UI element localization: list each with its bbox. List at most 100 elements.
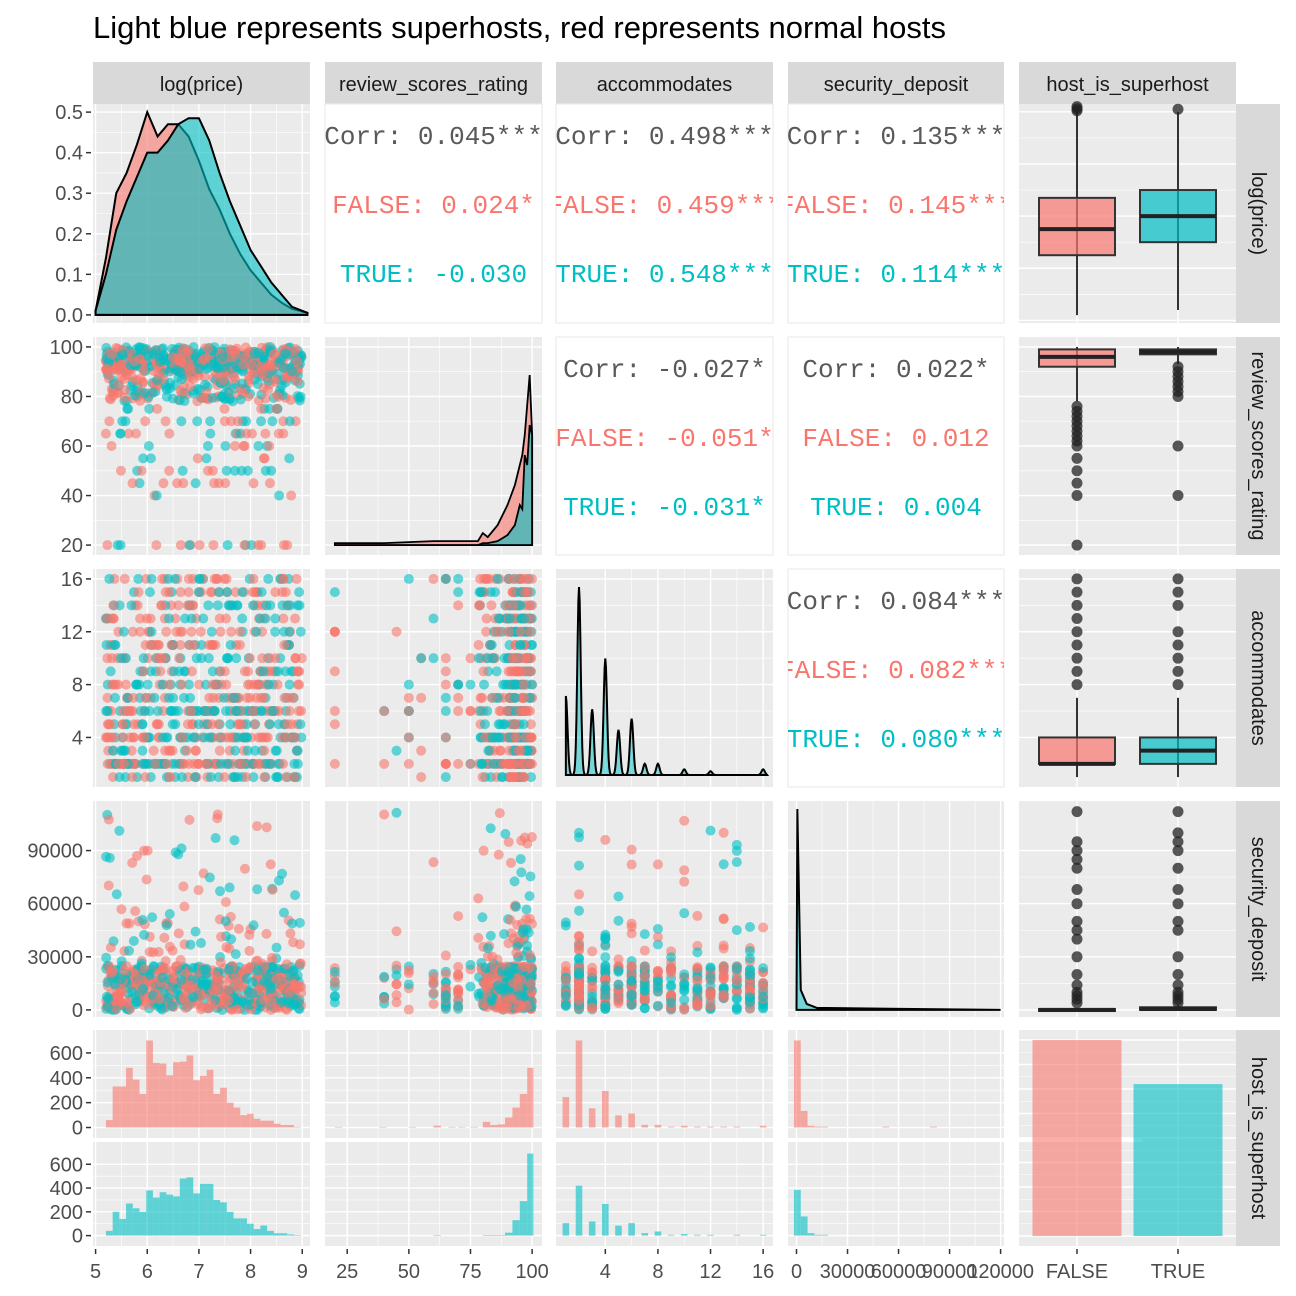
scatter-point	[453, 600, 464, 611]
scatter-point	[170, 758, 181, 769]
scatter-point	[101, 639, 112, 650]
scatter-point	[205, 416, 216, 427]
scatter-point	[137, 758, 148, 769]
y-tick-label: 600	[50, 1154, 83, 1176]
scatter-point	[294, 917, 305, 928]
scatter-point	[221, 573, 232, 584]
scatter-point	[106, 349, 117, 360]
scatter-point	[251, 626, 262, 637]
histogram-bar	[166, 1194, 174, 1236]
scatter-point	[473, 893, 484, 904]
scatter-point	[215, 957, 226, 968]
scatter-point	[626, 989, 637, 1000]
scatter-point	[259, 745, 270, 756]
scatter-point	[212, 573, 223, 584]
scatter-point	[121, 918, 132, 929]
scatter-point	[164, 909, 175, 920]
scatter-point	[127, 478, 138, 489]
scatter-point	[477, 912, 488, 923]
scatter-point	[101, 706, 112, 717]
correlation-panel	[787, 336, 1005, 556]
panel-background	[788, 801, 1004, 1017]
scatter-point	[477, 998, 488, 1009]
scatter-point	[428, 653, 439, 664]
scatter-point	[284, 987, 295, 998]
scatter-point	[284, 453, 295, 464]
column-strip	[93, 62, 310, 104]
histogram-bar	[132, 1208, 140, 1236]
histogram-bar	[654, 1124, 662, 1128]
histogram-bar	[260, 1120, 268, 1128]
scatter-point	[166, 639, 177, 650]
histogram-bar	[470, 1126, 478, 1128]
scatter-point	[525, 626, 536, 637]
scatter-point	[600, 980, 611, 991]
scatter-point	[511, 947, 522, 958]
scatter-point	[600, 989, 611, 1000]
outlier-point	[1071, 915, 1083, 927]
scatter-point	[515, 706, 526, 717]
histogram-bar	[602, 1090, 609, 1128]
scatter-point	[560, 1001, 571, 1012]
scatter-point	[485, 823, 496, 834]
scatter-point	[245, 692, 256, 703]
scatter-point	[296, 653, 307, 664]
scatter-point	[119, 392, 130, 403]
correlation-text-group: Corr: 0.022* FALSE: 0.012 TRUE: 0.004	[802, 355, 989, 523]
scatter-point	[273, 428, 284, 439]
histogram-bar	[233, 1218, 241, 1236]
scatter-point	[639, 994, 650, 1005]
scatter-point	[145, 666, 156, 677]
scatter-point	[164, 613, 175, 624]
y-tick-label: 30000	[27, 947, 83, 969]
scatter-point	[177, 732, 188, 743]
histogram-bar	[800, 1110, 808, 1128]
outlier-point	[1071, 586, 1083, 598]
scatter-point	[503, 938, 514, 949]
scatter-point	[465, 706, 476, 717]
scatter-point	[379, 971, 390, 982]
scatter-point	[705, 1000, 716, 1011]
scatter-point	[666, 997, 677, 1008]
histogram-bar	[119, 1218, 127, 1236]
scatter-point	[278, 907, 289, 918]
scatter-point	[291, 573, 302, 584]
scatter-point	[181, 745, 192, 756]
scatter-point	[225, 719, 236, 730]
column-strip	[788, 62, 1004, 104]
scatter-point	[560, 920, 571, 931]
scatter-point	[744, 946, 755, 957]
y-tick-label: 80	[61, 386, 83, 408]
correlation-text-group: Corr: 0.135*** FALSE: 0.145*** TRUE: 0.114…	[788, 122, 1004, 290]
scatter-point	[515, 990, 526, 1001]
scatter-point	[229, 835, 240, 846]
scatter-point	[233, 923, 244, 934]
scatter-point	[574, 860, 585, 871]
scatter-point	[453, 679, 464, 690]
histogram-bar	[575, 1185, 583, 1236]
scatter-point	[102, 977, 113, 988]
histogram-bar	[132, 1079, 140, 1128]
scatter-point	[440, 950, 451, 961]
scatter-point	[101, 363, 112, 374]
outlier-point	[1071, 490, 1083, 502]
histogram-bar	[562, 1097, 570, 1128]
panel-background	[556, 569, 773, 787]
scatter-point	[473, 932, 484, 943]
scatter-point	[518, 679, 529, 690]
scatter-point	[139, 344, 150, 355]
histogram-bar	[759, 1234, 767, 1236]
scatter-point	[140, 692, 151, 703]
scatter-point	[229, 465, 240, 476]
x-tick-label: 9	[297, 1261, 308, 1283]
histogram-bar	[667, 1126, 675, 1128]
scatter-point	[731, 975, 742, 986]
correlation-line: Corr: 0.022*	[802, 355, 989, 385]
scatter-point	[165, 377, 176, 388]
scatter-point	[258, 994, 269, 1005]
scatter-point	[138, 653, 149, 664]
scatter-point	[292, 356, 303, 367]
scatter-point	[129, 356, 140, 367]
histogram-bar	[527, 1153, 534, 1236]
density-curve	[564, 586, 770, 776]
